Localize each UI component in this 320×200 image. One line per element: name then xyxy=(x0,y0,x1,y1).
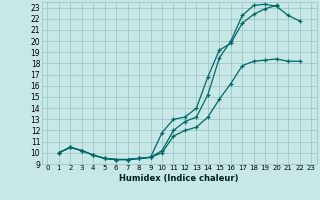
X-axis label: Humidex (Indice chaleur): Humidex (Indice chaleur) xyxy=(119,174,239,183)
